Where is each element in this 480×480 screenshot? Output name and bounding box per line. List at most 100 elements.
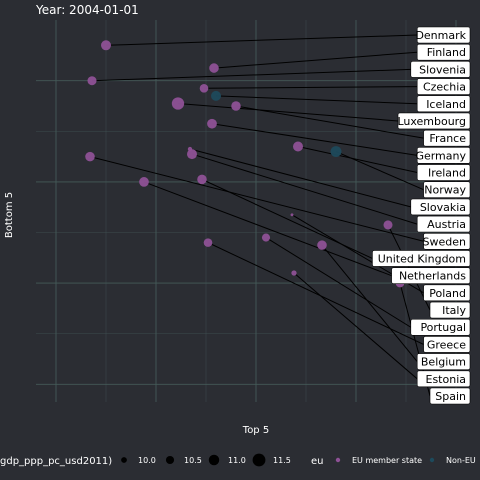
point-label: Luxembourg: [397, 112, 471, 130]
label-text: United Kingdom: [378, 252, 466, 265]
label-box: [423, 129, 471, 147]
connector-line: [265, 237, 412, 328]
x-axis-title: Top 5: [242, 425, 269, 436]
data-point: [231, 101, 241, 111]
data-point: [290, 213, 294, 217]
point-label: Finland: [416, 43, 471, 61]
connector-line: [105, 34, 418, 46]
data-point: [211, 90, 221, 101]
point-label: Slovenia: [410, 61, 471, 78]
size-legend-swatch: [208, 454, 220, 466]
point-label: Ireland: [416, 164, 471, 181]
point-label: Denmark: [415, 26, 471, 44]
label-box: [429, 301, 471, 319]
label-text: Austria: [427, 218, 466, 231]
color-legend-swatch: [335, 457, 341, 463]
point-label: Sweden: [423, 232, 471, 250]
label-box: [397, 112, 471, 130]
point-label: Poland: [423, 284, 471, 302]
data-point: [203, 238, 213, 247]
connector-line: [215, 95, 418, 105]
connector-line: [89, 156, 424, 242]
label-text: Sweden: [423, 235, 466, 248]
point-label: Norway: [423, 181, 471, 199]
label-box: [423, 232, 471, 250]
label-box: [416, 164, 471, 181]
size-legend-swatch: [165, 455, 175, 465]
size-legend-title: gdp_ppp_pc_usd2011): [0, 456, 112, 467]
data-point: [199, 84, 209, 93]
data-points: [85, 40, 405, 288]
label-text: Ireland: [428, 167, 466, 180]
label-box: [391, 267, 471, 284]
connector-line: [91, 68, 411, 82]
label-text: France: [429, 132, 466, 145]
connector-line: [293, 272, 418, 380]
label-box: [410, 318, 471, 336]
data-point: [209, 63, 219, 73]
data-point: [293, 141, 303, 152]
point-label: Belgium: [416, 353, 471, 370]
data-point: [171, 97, 185, 110]
label-text: Czechia: [423, 81, 466, 94]
data-point: [207, 118, 217, 129]
label-box: [429, 387, 471, 405]
chart-title: Year: 2004-01-01: [35, 3, 139, 17]
color-legend-label: EU member state: [352, 456, 422, 465]
label-text: Netherlands: [399, 270, 466, 283]
point-labels: Denmark Finland Slovenia Czechia Iceland Luxe…: [372, 26, 471, 405]
size-legend-label: 11.5: [273, 456, 291, 465]
label-text: Denmark: [415, 29, 466, 42]
label-box: [416, 353, 471, 370]
connector-line: [335, 151, 424, 191]
connector-line: [207, 242, 424, 345]
label-box: [423, 284, 471, 302]
connector-line: [191, 153, 418, 225]
point-label: Iceland: [416, 95, 471, 113]
size-legend-label: 11.0: [228, 456, 246, 465]
size-legend-label: 10.0: [138, 456, 156, 465]
data-point: [261, 233, 271, 242]
label-box: [416, 215, 471, 233]
data-point: [187, 149, 197, 160]
label-box: [416, 43, 471, 61]
data-point: [85, 151, 95, 162]
data-point: [330, 146, 342, 158]
label-box: [416, 26, 471, 44]
point-label: Greece: [423, 336, 471, 353]
label-box: [372, 250, 471, 267]
point-label: Netherlands: [391, 267, 471, 284]
connector-line: [235, 105, 424, 139]
label-text: Finland: [427, 46, 466, 59]
connector-line: [211, 123, 418, 156]
label-text: Belgium: [421, 356, 466, 369]
label-text: Norway: [424, 184, 466, 197]
label-box: [410, 61, 471, 78]
data-point: [197, 174, 207, 185]
label-text: Greece: [427, 338, 466, 351]
point-label: United Kingdom: [372, 250, 471, 267]
point-label: Czechia: [416, 78, 471, 95]
label-box: [416, 95, 471, 113]
size-legend-swatch: [252, 453, 266, 467]
point-label: France: [423, 129, 471, 147]
connector-line: [213, 51, 418, 69]
legend: gdp_ppp_pc_usd2011) 10.0 10.5 11.0 11.5 eu EU …: [0, 453, 476, 467]
label-text: Iceland: [426, 98, 466, 111]
point-label: Estonia: [416, 370, 471, 388]
point-label: Italy: [429, 301, 471, 319]
connector-line: [189, 148, 411, 208]
label-text: Slovakia: [420, 201, 466, 214]
label-box: [416, 370, 471, 388]
label-text: Germany: [415, 149, 466, 162]
connector-line: [143, 181, 392, 277]
label-box: [423, 181, 471, 199]
color-legend-title: eu: [311, 456, 324, 467]
label-text: Slovenia: [419, 63, 466, 76]
label-box: [410, 198, 471, 216]
data-point: [383, 220, 393, 230]
connector-line: [177, 102, 399, 122]
connector-line: [203, 86, 418, 89]
